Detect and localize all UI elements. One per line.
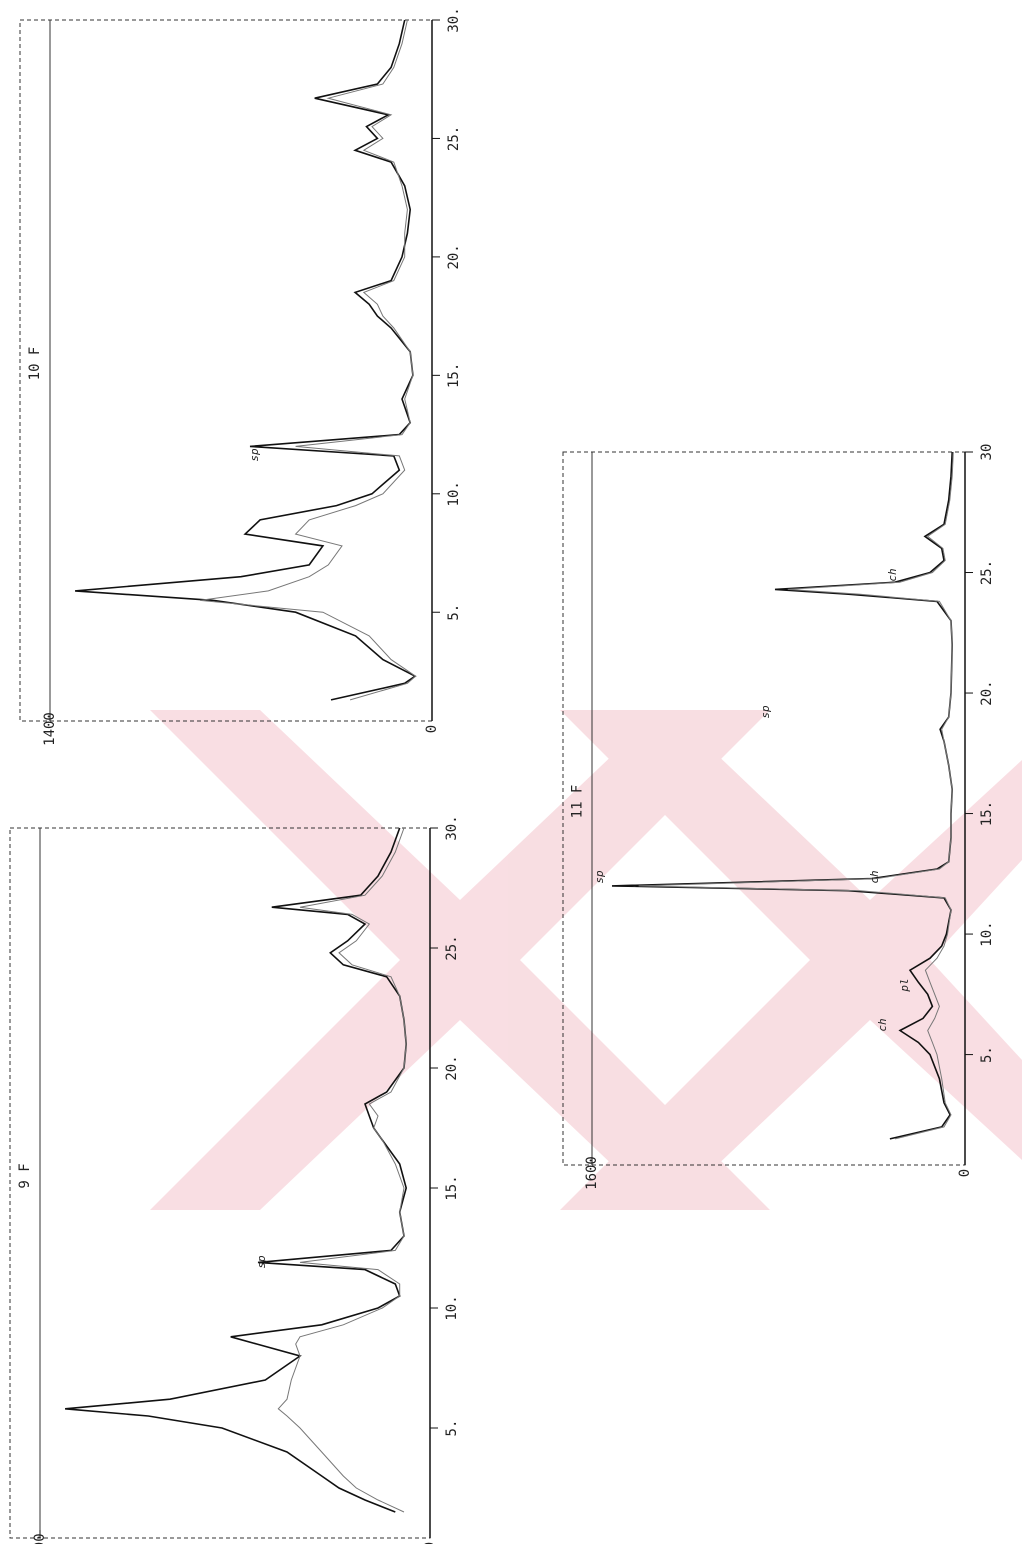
x-tick-label: 25. [446,126,462,151]
y-tick-label: 1400 [42,712,58,746]
x-tick-label: 20. [446,244,462,269]
x-tick-label: 10. [444,1295,460,1320]
x-tick-label: 25. [444,935,460,960]
y-tick-label: 900 [32,1533,48,1544]
diffraction-trace [75,20,415,700]
x-tick-label: 15. [446,363,462,388]
diffraction-trace [200,20,416,700]
peak-annotation: sp [759,705,772,719]
peak-annotation: sp [593,870,606,884]
peak-annotation: ch [868,870,881,883]
x-tick-label: 15. [444,1175,460,1200]
chart-title: 10 F [27,347,43,381]
peak-annotation: ch [886,568,899,581]
x-tick-label: 10. [446,481,462,506]
chart-title: 11 F [570,785,586,819]
x-tick-label: 30. [446,7,462,32]
peak-annotation: pl [898,978,911,992]
x-tick-label: 15. [979,801,995,826]
y-tick-label: 0 [424,725,440,733]
x-tick-label: 25. [979,560,995,585]
x-tick-label: 20. [444,1055,460,1080]
x-tick-label: 20. [979,680,995,705]
x-tick-label: 10. [979,921,995,946]
x-tick-label: 5. [444,1420,460,1437]
peak-annotation: ch [876,1018,889,1031]
x-tick-label: 5. [446,604,462,621]
peak-annotation: sp [248,448,261,462]
x-tick-label: 30 [979,444,995,461]
chart-title: 9 F [17,1163,33,1188]
watermark [150,710,1022,1210]
peak-annotation: sp [255,1255,268,1269]
x-tick-label: 30. [444,815,460,840]
y-tick-label: 1600 [584,1156,600,1190]
y-tick-label: 0 [957,1169,973,1177]
page: 9 F 5. 10. 15. 20. 25. 30. 0 900 sp 10 F 5. 10. 15. 20… [0,0,1022,1544]
x-tick-label: 5. [979,1046,995,1063]
